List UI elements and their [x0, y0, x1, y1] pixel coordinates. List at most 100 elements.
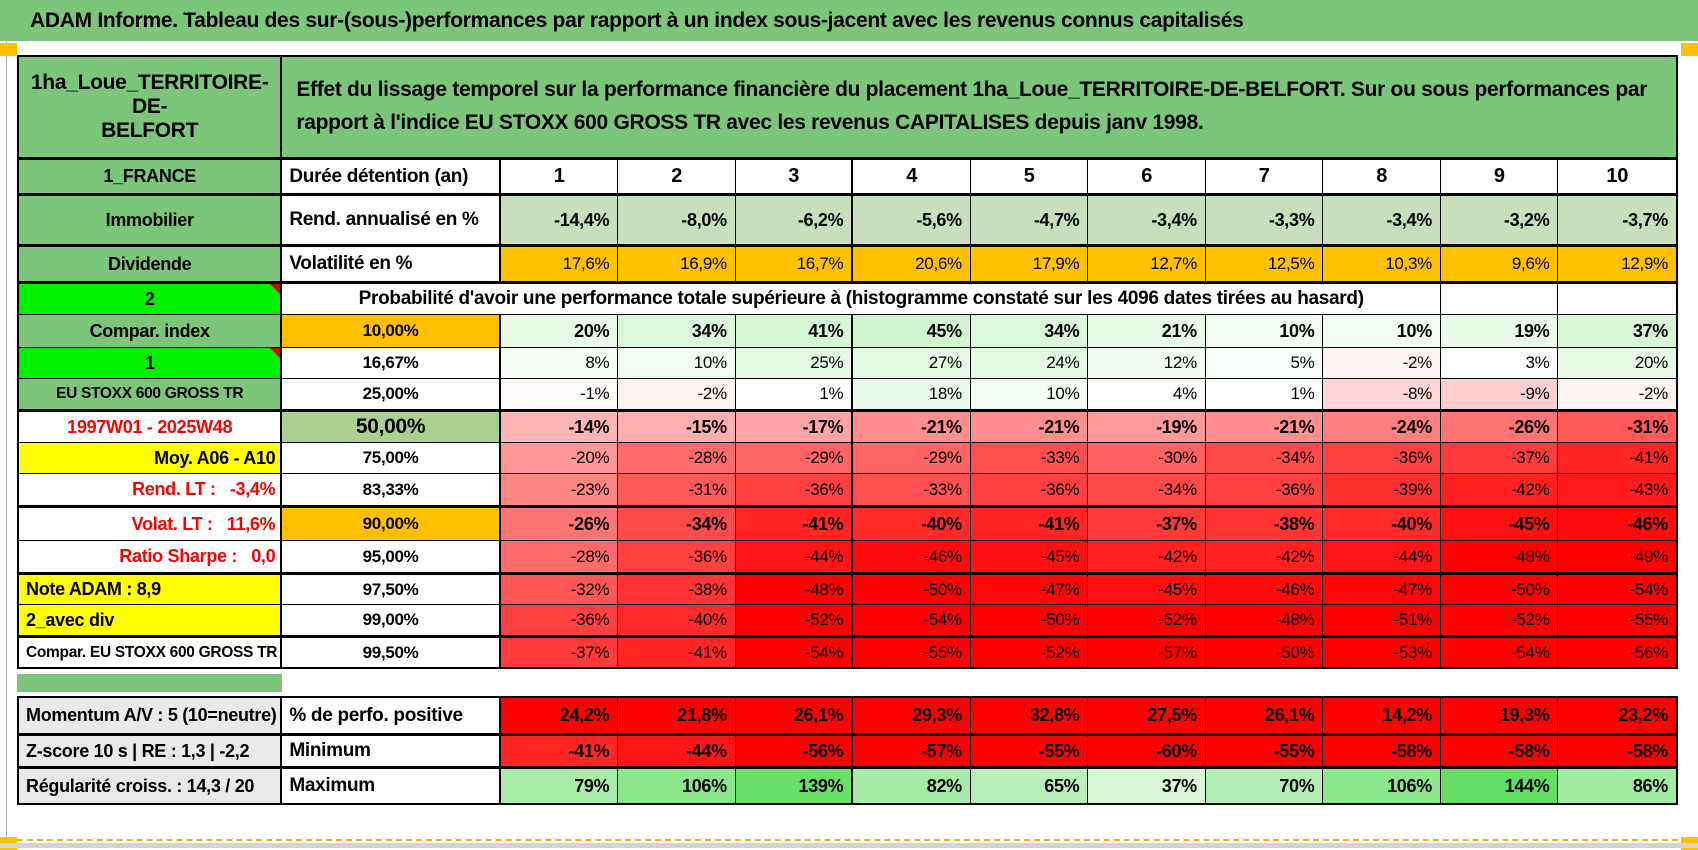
- data-cell-p97-5-y2[interactable]: -38%: [618, 575, 736, 604]
- comment-indicator[interactable]: [270, 348, 281, 358]
- data-cell-p50-y7[interactable]: -21%: [1205, 412, 1324, 442]
- data-cell-p90-y3[interactable]: -41%: [735, 508, 854, 540]
- data-cell-p25-y6[interactable]: 4%: [1088, 379, 1206, 409]
- data-cell-p25-y7[interactable]: 1%: [1205, 379, 1324, 409]
- empty-cell[interactable]: [1440, 284, 1559, 314]
- data-cell-minimum-y10[interactable]: -58%: [1558, 736, 1676, 766]
- data-cell-p50-y3[interactable]: -17%: [735, 412, 854, 442]
- data-cell-p95-y8[interactable]: -44%: [1323, 541, 1441, 572]
- data-cell-p16-67-y5[interactable]: 24%: [970, 348, 1089, 378]
- data-cell-maximum-y3[interactable]: 139%: [735, 769, 854, 803]
- data-cell-minimum-y5[interactable]: -55%: [970, 736, 1089, 766]
- data-cell-minimum-y4[interactable]: -57%: [853, 736, 971, 766]
- data-cell-p50-y1[interactable]: -14%: [500, 412, 619, 442]
- data-cell-duration-y6[interactable]: 6: [1088, 160, 1206, 193]
- data-cell-p97-5-y1[interactable]: -32%: [500, 575, 619, 604]
- row-label-p75[interactable]: Moy. A06 - A10: [19, 443, 283, 473]
- data-cell-maximum-y2[interactable]: 106%: [618, 769, 736, 803]
- data-cell-p99-5-y4[interactable]: -55%: [853, 638, 971, 667]
- data-cell-p90-y1[interactable]: -26%: [500, 508, 619, 540]
- row-label-duration[interactable]: 1_FRANCE: [19, 160, 283, 193]
- data-cell-p99-y5[interactable]: -50%: [970, 605, 1089, 635]
- data-cell-p25-y3[interactable]: 1%: [735, 379, 854, 409]
- data-cell-volatility-y3[interactable]: 16,7%: [735, 247, 854, 281]
- data-cell-p97-5-y8[interactable]: -47%: [1323, 575, 1441, 604]
- data-cell-p99-y2[interactable]: -40%: [618, 605, 736, 635]
- data-cell-p25-y5[interactable]: 10%: [970, 379, 1089, 409]
- data-cell-p16-67-y9[interactable]: 3%: [1440, 348, 1559, 378]
- probability-note-cell[interactable]: Probabilité d'avoir une performance tota…: [282, 284, 1441, 314]
- row-label-p25[interactable]: EU STOXX 600 GROSS TR: [19, 379, 283, 409]
- data-cell-annualized-return-y9[interactable]: -3,2%: [1440, 196, 1559, 244]
- data-cell-p75-y10[interactable]: -41%: [1558, 443, 1676, 473]
- data-cell-maximum-y6[interactable]: 37%: [1088, 769, 1206, 803]
- data-cell-p95-y6[interactable]: -42%: [1088, 541, 1206, 572]
- data-cell-p90-y8[interactable]: -40%: [1323, 508, 1441, 540]
- data-cell-p90-y5[interactable]: -41%: [970, 508, 1089, 540]
- data-cell-p99-5-y7[interactable]: -50%: [1205, 638, 1324, 667]
- data-cell-p99-y10[interactable]: -55%: [1558, 605, 1676, 635]
- row-header-p50[interactable]: 50,00%: [282, 412, 501, 442]
- data-cell-volatility-y6[interactable]: 12,7%: [1088, 247, 1206, 281]
- data-cell-p10-y10[interactable]: 37%: [1558, 315, 1676, 347]
- row-label-p99[interactable]: 2_avec div: [19, 605, 283, 635]
- data-cell-p83-33-y6[interactable]: -34%: [1088, 474, 1206, 505]
- row-label-p90[interactable]: Volat. LT : 11,6%: [19, 508, 283, 540]
- data-cell-p10-y9[interactable]: 19%: [1440, 315, 1559, 347]
- data-cell-p90-y4[interactable]: -40%: [853, 508, 971, 540]
- data-cell-positive-perf-y2[interactable]: 21,8%: [618, 698, 736, 733]
- data-cell-p10-y6[interactable]: 21%: [1088, 315, 1206, 347]
- data-cell-p95-y2[interactable]: -36%: [618, 541, 736, 572]
- data-cell-positive-perf-y9[interactable]: 19,3%: [1440, 698, 1559, 733]
- row-header-p16-67[interactable]: 16,67%: [282, 348, 501, 378]
- row-header-minimum[interactable]: Minimum: [282, 736, 501, 766]
- data-cell-p99-y4[interactable]: -54%: [853, 605, 971, 635]
- data-cell-p95-y9[interactable]: -48%: [1440, 541, 1559, 572]
- data-cell-p16-67-y8[interactable]: -2%: [1323, 348, 1441, 378]
- data-cell-p99-y8[interactable]: -51%: [1323, 605, 1441, 635]
- data-cell-positive-perf-y10[interactable]: 23,2%: [1558, 698, 1676, 733]
- data-cell-p75-y4[interactable]: -29%: [853, 443, 971, 473]
- data-cell-p10-y2[interactable]: 34%: [618, 315, 736, 347]
- data-cell-p75-y2[interactable]: -28%: [618, 443, 736, 473]
- row-header-p97-5[interactable]: 97,50%: [282, 575, 501, 604]
- data-cell-p75-y7[interactable]: -34%: [1205, 443, 1324, 473]
- data-cell-p25-y2[interactable]: -2%: [618, 379, 736, 409]
- data-cell-maximum-y4[interactable]: 82%: [853, 769, 971, 803]
- data-cell-volatility-y8[interactable]: 10,3%: [1323, 247, 1441, 281]
- data-cell-p50-y5[interactable]: -21%: [970, 412, 1089, 442]
- data-cell-p50-y8[interactable]: -24%: [1323, 412, 1441, 442]
- data-cell-volatility-y9[interactable]: 9,6%: [1440, 247, 1559, 281]
- data-cell-duration-y9[interactable]: 9: [1440, 160, 1559, 193]
- data-cell-p50-y10[interactable]: -31%: [1558, 412, 1676, 442]
- data-cell-p83-33-y9[interactable]: -42%: [1440, 474, 1559, 505]
- data-cell-p83-33-y10[interactable]: -43%: [1558, 474, 1676, 505]
- data-cell-p99-5-y10[interactable]: -56%: [1558, 638, 1676, 667]
- data-cell-p90-y10[interactable]: -46%: [1558, 508, 1676, 540]
- data-cell-maximum-y7[interactable]: 70%: [1205, 769, 1324, 803]
- data-cell-volatility-y4[interactable]: 20,6%: [853, 247, 971, 281]
- data-cell-annualized-return-y6[interactable]: -3,4%: [1088, 196, 1206, 244]
- data-cell-p25-y8[interactable]: -8%: [1323, 379, 1441, 409]
- row-label-volatility[interactable]: Dividende: [19, 247, 283, 281]
- data-cell-p10-y8[interactable]: 10%: [1323, 315, 1441, 347]
- data-cell-duration-y3[interactable]: 3: [735, 160, 854, 193]
- data-cell-positive-perf-y3[interactable]: 26,1%: [735, 698, 854, 733]
- data-cell-annualized-return-y3[interactable]: -6,2%: [735, 196, 854, 244]
- data-cell-positive-perf-y6[interactable]: 27,5%: [1088, 698, 1206, 733]
- row-header-annualized-return[interactable]: Rend. annualisé en %: [282, 196, 501, 244]
- data-cell-annualized-return-y7[interactable]: -3,3%: [1205, 196, 1324, 244]
- data-cell-p95-y7[interactable]: -42%: [1205, 541, 1324, 572]
- data-cell-p75-y9[interactable]: -37%: [1440, 443, 1559, 473]
- comment-indicator[interactable]: [270, 284, 281, 294]
- data-cell-p99-y6[interactable]: -52%: [1088, 605, 1206, 635]
- data-cell-p83-33-y7[interactable]: -36%: [1205, 474, 1324, 505]
- data-cell-p97-5-y4[interactable]: -50%: [853, 575, 971, 604]
- row-label-p99-5[interactable]: Compar. EU STOXX 600 GROSS TR: [19, 638, 283, 667]
- data-cell-duration-y5[interactable]: 5: [970, 160, 1089, 193]
- data-cell-p25-y10[interactable]: -2%: [1558, 379, 1676, 409]
- data-cell-p97-5-y5[interactable]: -47%: [970, 575, 1089, 604]
- asset-name-cell[interactable]: 1ha_Loue_TERRITOIRE-DE- BELFORT: [19, 57, 283, 157]
- data-cell-p50-y4[interactable]: -21%: [853, 412, 971, 442]
- data-cell-maximum-y1[interactable]: 79%: [500, 769, 619, 803]
